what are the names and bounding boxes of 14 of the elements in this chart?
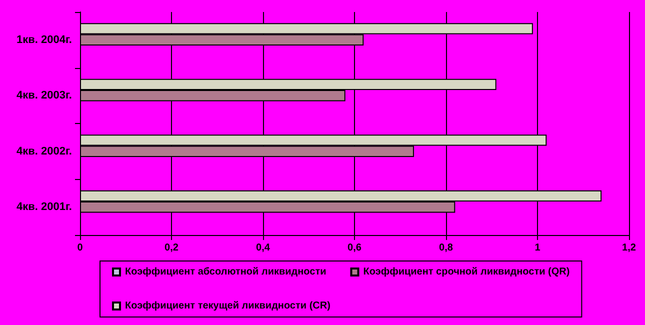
x-tick-label: 0,2 <box>164 242 179 254</box>
y-tick-label: 4кв. 2001г. <box>16 201 72 214</box>
legend-label: Коэффициент абсолютной ликвидности <box>125 266 326 278</box>
y-tick-label: 1кв. 2004г. <box>16 34 72 46</box>
x-tick-label: 0,6 <box>348 242 362 254</box>
x-tick-label: 1,2 <box>622 242 636 254</box>
x-tick-label: 0,4 <box>256 242 270 254</box>
x-tick-label: 0,8 <box>439 242 454 254</box>
y-tick-label: 4кв. 2003г. <box>16 90 72 102</box>
legend-label: Коэффициент текущей ликвидности (CR) <box>125 300 330 312</box>
x-tick-label: 0 <box>77 242 84 254</box>
x-tick-label: 1 <box>534 242 541 254</box>
legend-label: Коэффициент срочной ликвидности (QR) <box>363 266 570 278</box>
y-tick-label: 4кв. 2002г. <box>16 145 72 158</box>
